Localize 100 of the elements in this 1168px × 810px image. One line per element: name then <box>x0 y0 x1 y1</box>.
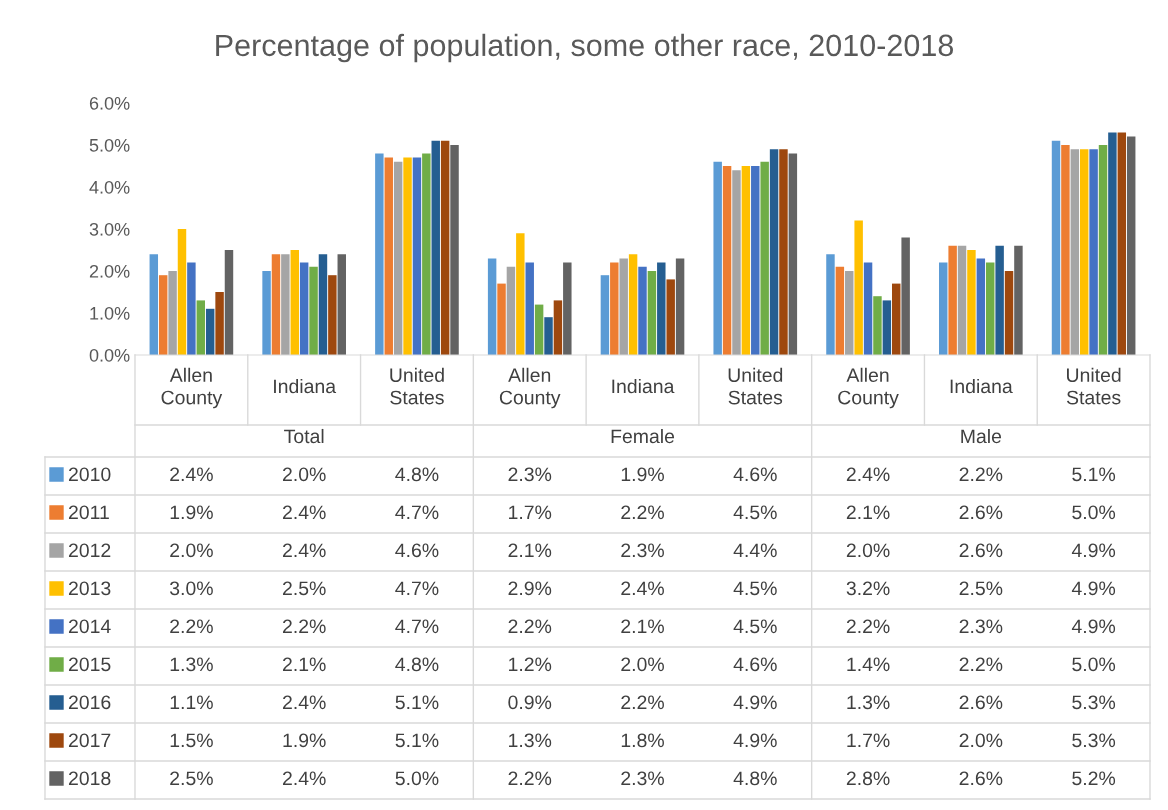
data-label: 1.3% <box>509 733 552 748</box>
bar <box>271 254 281 355</box>
data-label: 2.1% <box>846 505 890 520</box>
data-label: 4.4% <box>733 543 777 558</box>
data-label: 3.2% <box>846 581 890 596</box>
bar <box>666 279 675 355</box>
bar <box>224 250 234 355</box>
data-label: 4.7% <box>395 581 439 596</box>
bar <box>168 271 177 355</box>
data-label: 1.4% <box>847 657 890 672</box>
data-label: 4.8% <box>395 467 439 482</box>
bar <box>1061 145 1070 355</box>
bar <box>281 254 290 355</box>
data-label: 2.2% <box>508 771 552 786</box>
bar <box>863 262 873 355</box>
bar <box>826 254 835 355</box>
bar <box>299 262 309 355</box>
y-tick-label: 1.0% <box>90 306 130 320</box>
bar <box>845 271 854 355</box>
data-label: 5.3% <box>1072 695 1116 710</box>
data-label: 2.0% <box>282 467 326 482</box>
legend-label: 2010 <box>68 467 111 482</box>
x-tick-label: Allen County <box>499 367 561 409</box>
bar <box>769 149 779 355</box>
data-label: 4.5% <box>733 505 777 520</box>
bar <box>1089 149 1098 355</box>
bar <box>732 170 741 355</box>
data-label: 2.4% <box>282 695 326 710</box>
bar <box>205 308 215 355</box>
bar <box>318 254 328 355</box>
data-label: 4.6% <box>395 543 439 558</box>
data-label: 1.9% <box>170 505 213 520</box>
bar <box>412 157 422 355</box>
bar <box>337 254 346 355</box>
data-label: 3.0% <box>169 581 213 596</box>
bar <box>600 275 610 355</box>
legend-label: 2013 <box>68 581 111 596</box>
x-tick-label: Allen County <box>838 367 899 409</box>
text: Male <box>961 428 1002 444</box>
x-tick-label: Indiana <box>950 378 1013 394</box>
data-label: 4.9% <box>1071 581 1116 596</box>
y-tick-label: 3.0% <box>89 222 130 236</box>
data-label: 2.8% <box>846 771 890 786</box>
data-label: 2.4% <box>282 771 326 786</box>
data-label: 4.6% <box>733 657 777 672</box>
data-label: 2.1% <box>621 619 664 634</box>
data-label: 2.0% <box>959 733 1003 748</box>
data-label: 4.9% <box>733 733 777 748</box>
x-tick-label: United States <box>1066 367 1121 405</box>
data-label: 2.4% <box>282 543 326 558</box>
bar <box>1108 132 1117 355</box>
y-tick-label: 2.0% <box>89 264 130 278</box>
bar <box>779 149 788 355</box>
bar <box>534 304 544 355</box>
bar <box>939 262 948 355</box>
bar <box>328 275 337 355</box>
bar <box>393 161 403 355</box>
data-label: 2.0% <box>621 657 664 672</box>
bar <box>1051 140 1061 355</box>
bar <box>986 262 995 355</box>
bar <box>440 140 450 355</box>
bar <box>967 250 976 355</box>
bar <box>431 140 440 355</box>
y-tick-label: 4.0% <box>89 180 130 194</box>
data-label: 4.9% <box>1071 543 1116 558</box>
bar <box>1079 149 1089 355</box>
bar <box>788 153 798 355</box>
bar <box>638 266 647 355</box>
data-label: 2.2% <box>170 619 213 634</box>
bar <box>657 262 666 355</box>
bar <box>760 161 769 355</box>
bar <box>995 245 1004 355</box>
bar <box>1098 145 1108 355</box>
bar <box>262 271 271 355</box>
bar <box>1126 136 1136 355</box>
data-label: 2.0% <box>170 543 213 558</box>
x-tick-label: United States <box>390 367 444 405</box>
data-label: 4.5% <box>733 619 777 634</box>
bar <box>1004 271 1014 355</box>
legend-label: 2015 <box>68 657 111 672</box>
bar <box>158 275 168 355</box>
bar <box>187 262 196 355</box>
y-tick-label: 6.0% <box>89 96 130 110</box>
bar <box>375 153 384 355</box>
bar <box>544 317 553 355</box>
data-label: 5.1% <box>395 695 439 710</box>
data-label: 1.3% <box>170 657 213 672</box>
data-label: 1.8% <box>621 733 664 748</box>
data-label: 2.4% <box>846 467 890 482</box>
data-label: 2.3% <box>508 467 552 482</box>
data-label: 1.3% <box>847 695 890 710</box>
data-label: 5.2% <box>1072 771 1116 786</box>
data-label: 2.1% <box>508 543 552 558</box>
data-label: 1.1% <box>170 695 213 710</box>
data-label: 4.9% <box>1071 619 1116 634</box>
bar <box>610 262 619 355</box>
data-label: 2.4% <box>282 505 326 520</box>
bar <box>290 250 299 355</box>
data-label: 5.0% <box>1072 657 1116 672</box>
bar <box>948 245 957 355</box>
